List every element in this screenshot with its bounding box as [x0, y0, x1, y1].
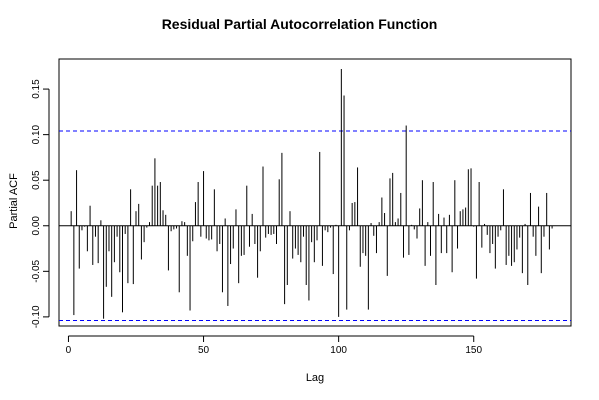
x-axis: 0 50 100 150	[66, 335, 483, 356]
y-tick-label: 0.05	[31, 170, 42, 190]
y-axis: -0.10 -0.05 0.00 0.05 0.10 0.15	[31, 79, 50, 328]
y-tick-label: 0.15	[31, 79, 42, 99]
plot-area	[58, 58, 572, 327]
y-tick-label: -0.05	[31, 259, 42, 282]
x-tick-label: 150	[465, 345, 482, 356]
x-tick-label: 50	[198, 345, 210, 356]
confidence-bounds	[59, 130, 571, 322]
x-axis-label: Lag	[306, 372, 324, 384]
plot-frame	[58, 58, 572, 327]
chart-title: Residual Partial Autocorrelation Functio…	[162, 16, 438, 32]
x-tick-label: 100	[330, 345, 347, 356]
pacf-bars	[59, 69, 571, 319]
y-tick-label: 0.10	[31, 124, 42, 144]
y-axis-label: Partial ACF	[8, 173, 20, 229]
x-tick-label: 0	[66, 345, 72, 356]
y-tick-label: -0.10	[31, 305, 42, 328]
y-tick-label: 0.00	[31, 216, 42, 236]
